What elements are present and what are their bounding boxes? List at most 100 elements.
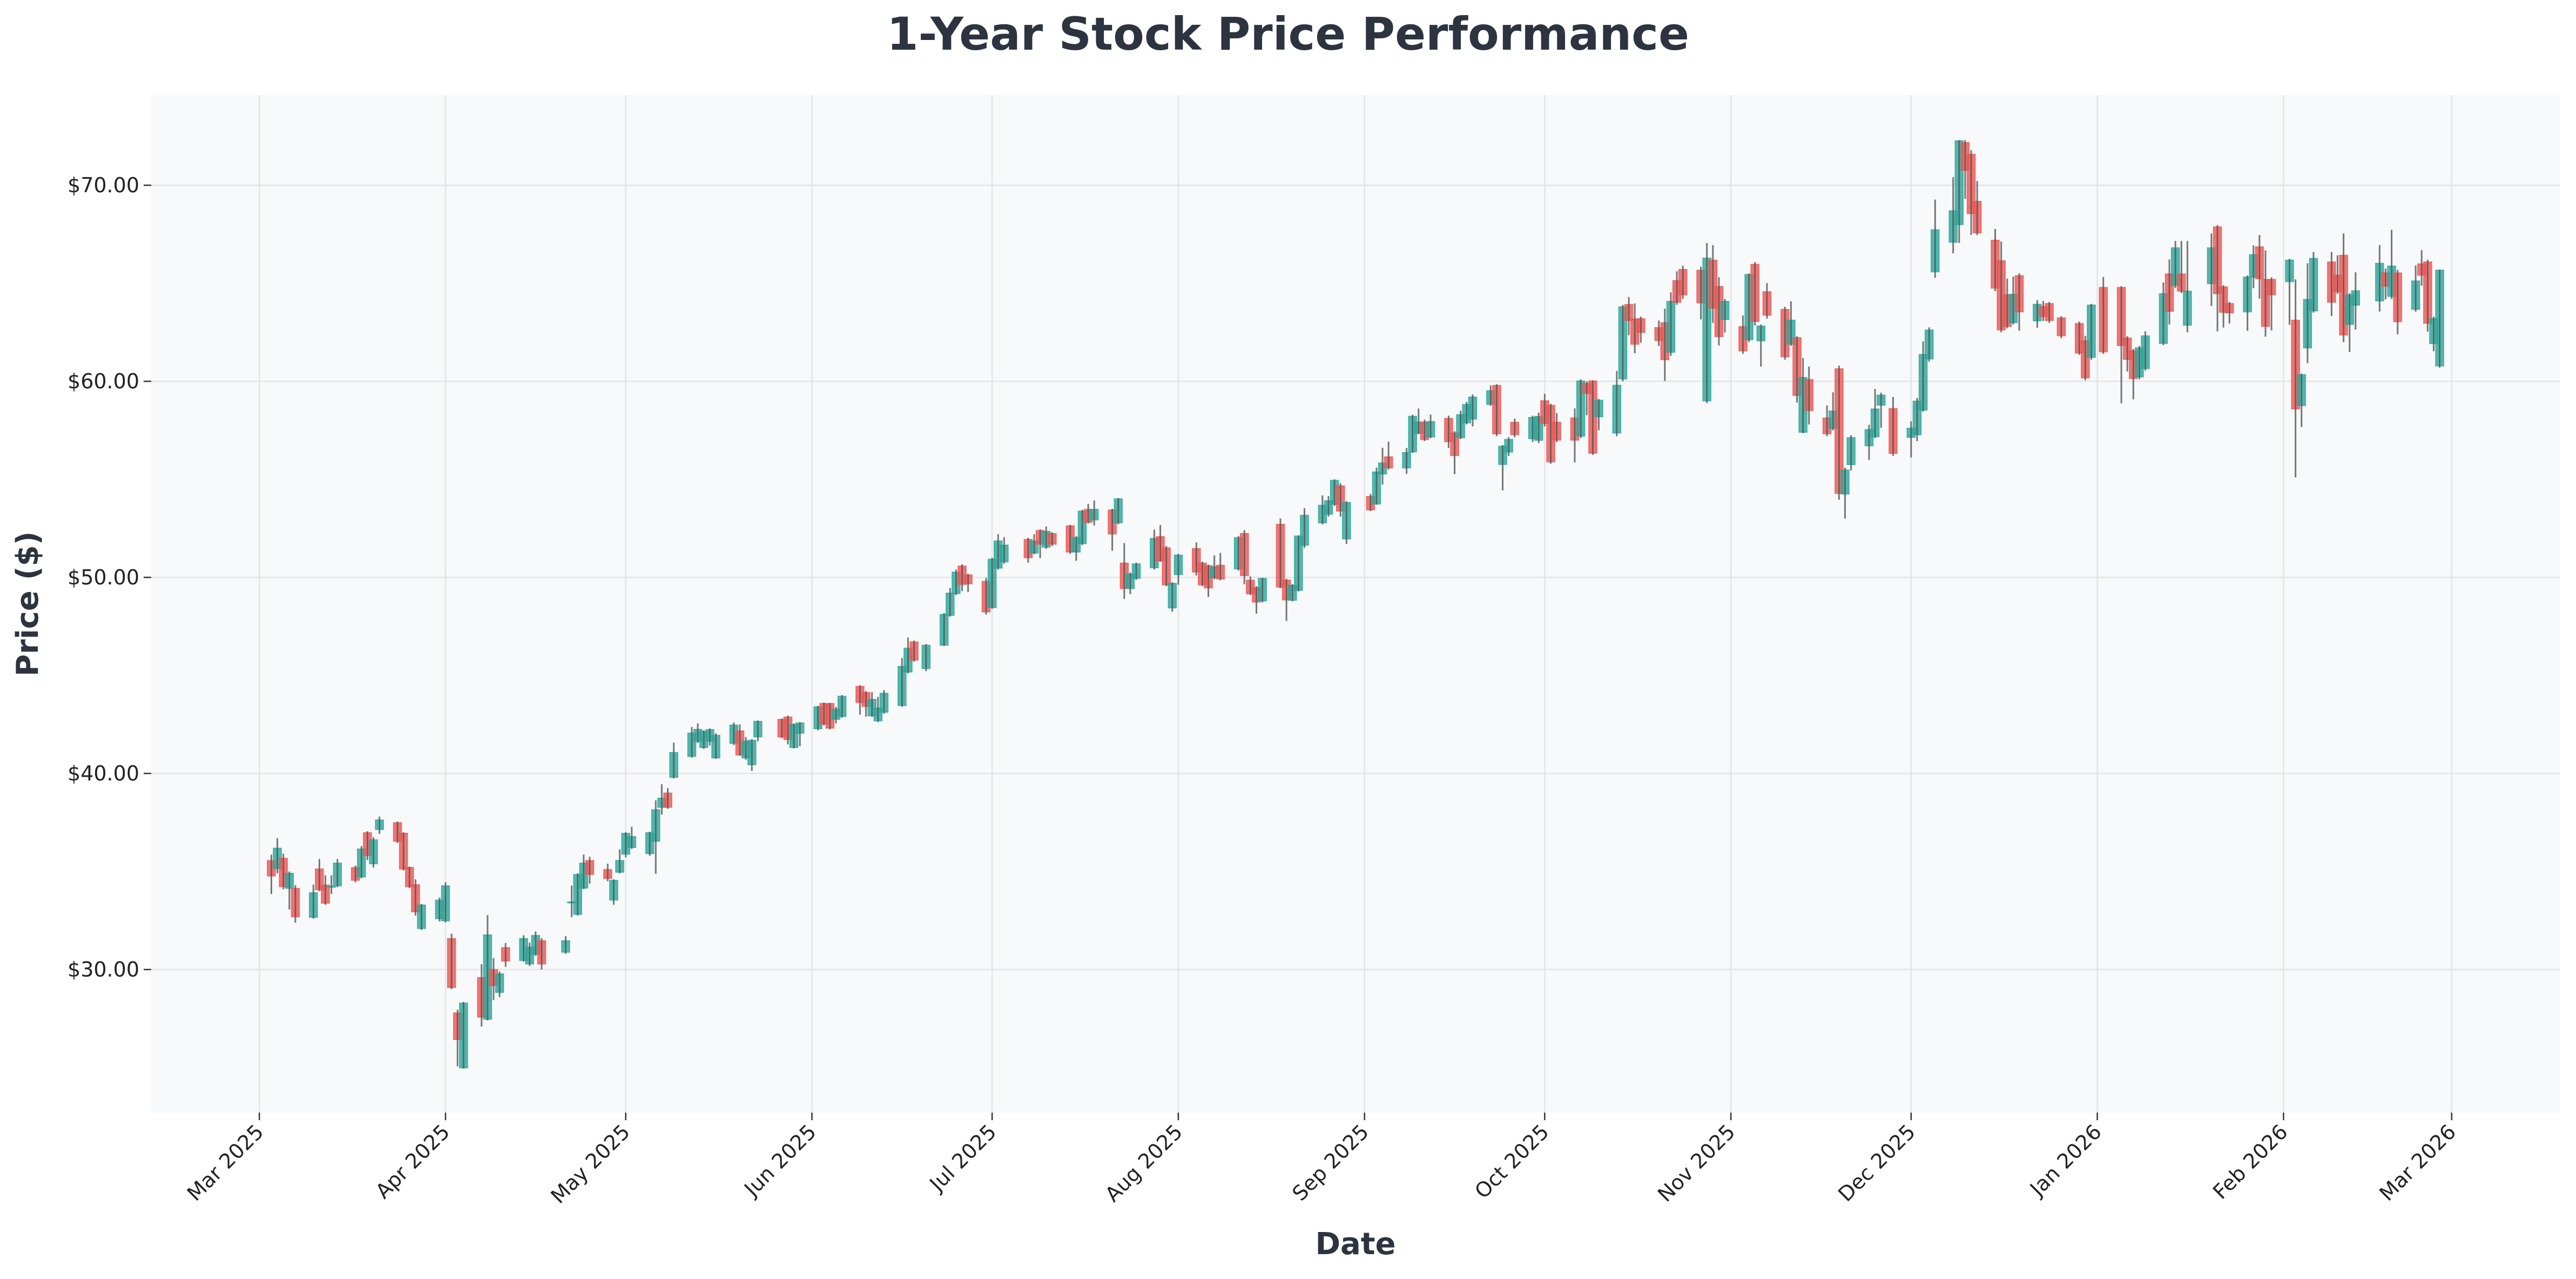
x-tick-label: Aug 2025 (1101, 1120, 1188, 1207)
candle-up (711, 733, 720, 759)
candle-up (2435, 270, 2444, 368)
candle-up (1402, 448, 1411, 474)
candle-up (495, 971, 504, 998)
x-tick-label: Oct 2025 (1470, 1120, 1554, 1203)
candle-down (1384, 441, 1393, 470)
candle-up (1174, 554, 1183, 585)
candle-down (1678, 265, 1688, 299)
candle-down (2267, 277, 2276, 331)
candle-up (459, 1001, 468, 1069)
candle-up (2411, 265, 2420, 312)
candle-down (1239, 530, 1249, 584)
candle-up (333, 859, 342, 887)
candle-down (663, 788, 672, 809)
candle-up (1504, 437, 1513, 456)
candle-up (417, 904, 426, 930)
candle-down (1636, 317, 1646, 343)
candle-up (753, 720, 763, 742)
candle-down (447, 933, 456, 989)
y-tick-label: $40.00 (68, 762, 139, 785)
candle-down (1966, 150, 1976, 235)
candle-down (501, 943, 510, 967)
candle-up (1666, 292, 1676, 356)
candle-down (1588, 380, 1597, 455)
x-tick-label: May 2025 (546, 1120, 635, 1208)
candle-down (1162, 546, 1171, 587)
y-tick-label: $30.00 (68, 958, 139, 981)
candle-down (1804, 366, 1813, 425)
candle-up (309, 884, 318, 919)
candle-up (2087, 304, 2096, 360)
candle-down (2255, 235, 2264, 299)
candle-down (1276, 518, 1285, 588)
candle-down (1510, 418, 1519, 437)
candle-up (2243, 275, 2252, 331)
candle-up (1924, 327, 1934, 362)
x-tick-label: Apr 2025 (371, 1120, 455, 1203)
candle-up (1846, 435, 1856, 471)
candle-up (795, 722, 805, 746)
candle-down (2116, 286, 2126, 403)
candle-up (1756, 324, 1765, 367)
candle-up (561, 936, 570, 954)
candle-down (1216, 553, 1225, 581)
candle-up (879, 690, 889, 714)
candle-down (2099, 277, 2108, 354)
candle-up (837, 695, 847, 718)
x-tick-label: Mar 2026 (2375, 1120, 2460, 1206)
candle-up (1426, 414, 1435, 439)
candle-up (1168, 582, 1177, 612)
x-tick-label: Nov 2025 (1653, 1120, 1739, 1206)
candle-down (399, 832, 408, 871)
x-tick-label: Jun 2025 (739, 1120, 820, 1201)
y-axis-ticks: $30.00 $40.00 $50.00 $60.00 $70.00 (68, 173, 151, 981)
candle-up (627, 826, 637, 849)
candle-up (1468, 394, 1478, 427)
candle-up (651, 800, 660, 874)
candle-up (987, 557, 997, 609)
candle-down (2423, 259, 2432, 332)
candle-up (1931, 199, 1940, 278)
candle-down (2213, 225, 2222, 332)
candle-down (1552, 413, 1561, 442)
x-tick-label: Sep 2025 (1287, 1120, 1373, 1206)
candle-up (2285, 259, 2294, 325)
candle-up (375, 816, 384, 834)
candle-down (2225, 301, 2234, 324)
candle-up (1618, 305, 1628, 381)
x-tick-label: Jul 2025 (925, 1120, 1001, 1196)
candle-up (1576, 379, 1586, 439)
candle-up (1089, 500, 1099, 526)
x-tick-label: Feb 2026 (2208, 1120, 2292, 1204)
candle-up (1077, 509, 1087, 546)
candle-down (1048, 532, 1057, 546)
y-tick-label: $60.00 (68, 369, 139, 393)
candle-down (405, 866, 414, 888)
candle-up (1342, 501, 1351, 544)
candle-down (291, 885, 300, 923)
y-axis-label: Price ($) (10, 531, 45, 677)
candle-up (1918, 341, 1928, 412)
candle-up (898, 658, 907, 707)
candle-up (369, 837, 378, 868)
candle-up (2309, 252, 2318, 313)
candle-down (1972, 180, 1982, 235)
candle-down (585, 857, 595, 884)
candle-up (1300, 508, 1309, 548)
candle-down (321, 875, 330, 905)
candle-down (603, 863, 612, 881)
candle-down (1624, 297, 1634, 335)
candle-up (1876, 393, 1886, 428)
candle-up (483, 915, 493, 1021)
candle-down (909, 640, 919, 662)
candle-up (615, 849, 624, 874)
candle-up (1720, 299, 1730, 333)
x-axis-ticks: Mar 2025 Apr 2025 May 2025 Jun 2025 Jul 2025… (183, 1113, 2460, 1208)
candles (267, 140, 2444, 1069)
candle-up (285, 871, 294, 910)
candle-up (1372, 467, 1381, 505)
candle-up (2141, 331, 2150, 371)
candle-up (1000, 537, 1009, 564)
candle-up (1114, 497, 1123, 524)
